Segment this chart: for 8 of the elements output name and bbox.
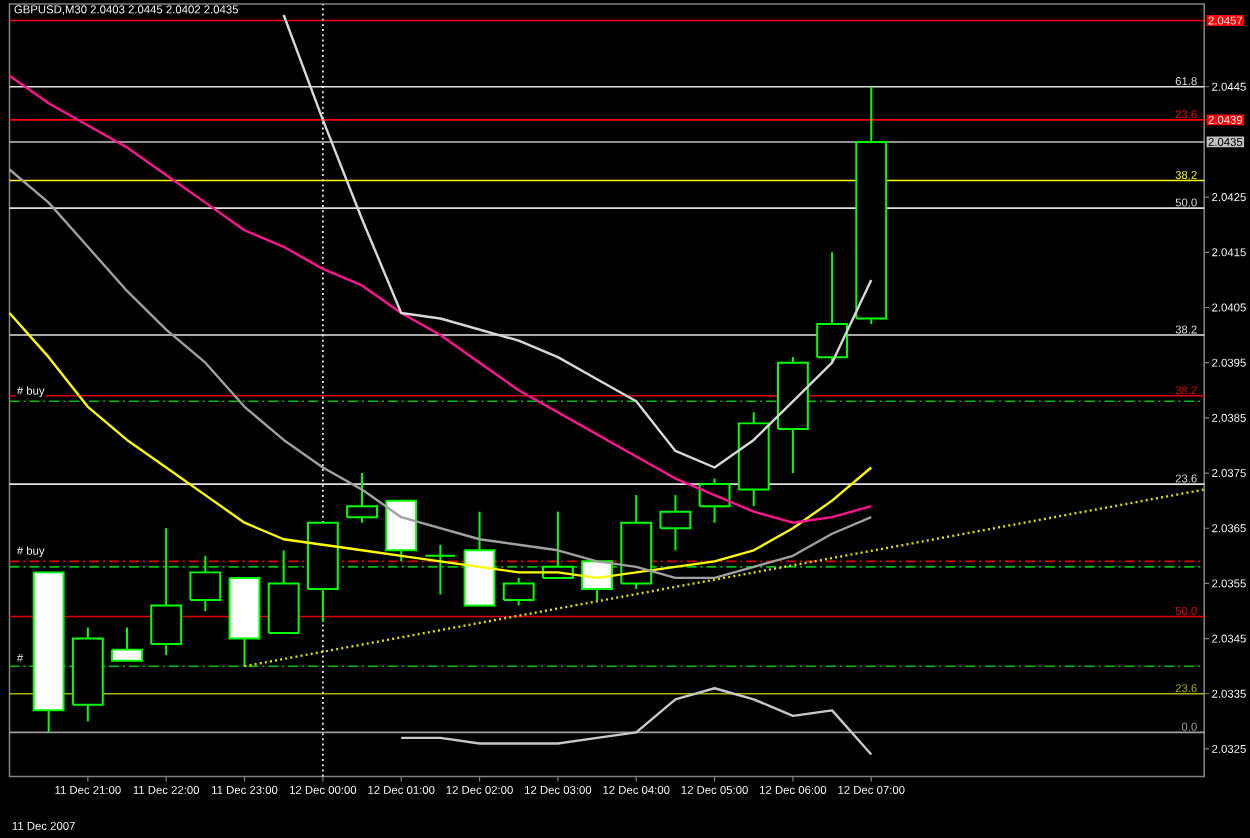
candlestick	[346, 471, 378, 524]
candlestick	[424, 543, 457, 596]
candlestick	[659, 493, 692, 552]
candlestick	[189, 554, 222, 612]
candlestick	[111, 626, 143, 662]
candlestick	[150, 527, 183, 657]
candlestick	[502, 576, 535, 607]
candlestick	[816, 251, 849, 364]
